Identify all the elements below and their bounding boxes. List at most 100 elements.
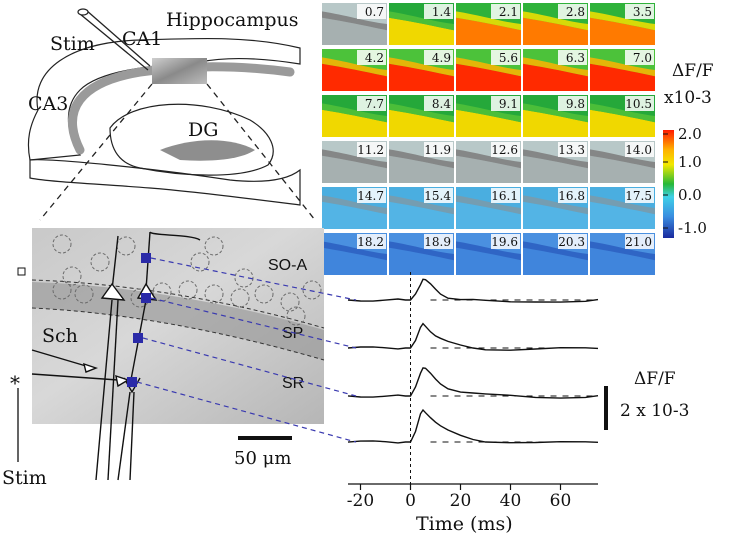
frame-time-label: 11.9 [424,143,451,157]
frame: 10.5 [590,95,655,137]
trace-series-3 [347,367,599,399]
dg-label: DG [188,119,218,141]
roi-marker [133,333,143,343]
frame-time-label: 19.6 [491,235,518,249]
ca-band [68,62,295,155]
tiny-marker [17,267,26,276]
trace-plot [347,272,599,484]
dg-outline [109,103,274,176]
frame: 18.9 [389,233,454,275]
amplitude-scalebar-label-2: 2 x 10-3 [620,401,689,421]
trace-tick-label: 0 [405,491,416,511]
inset-micrograph: Sch * Stim SO-A SP SR 50 μm [2,228,325,489]
cell-soma [230,288,250,308]
frame-time-label: 12.6 [491,143,518,157]
frame: 20.3 [523,233,588,275]
cell-soma [302,280,322,300]
trace-tick-label: -20 [347,491,374,511]
roi-link [150,297,357,349]
trace-x-axis-label: Time (ms) [416,513,513,535]
frame-time-label: 18.2 [357,235,384,249]
frame-time-label: 0.7 [365,5,384,19]
cell-soma [204,236,224,256]
frame: 11.2 [322,141,387,183]
frame-time-label: 9.8 [566,97,585,111]
frame-time-label: 15.4 [424,189,451,203]
frame-time-label: 16.1 [491,189,518,203]
frame-time-label: 11.2 [357,143,384,157]
layer-label-sr: SR [282,375,304,392]
frame: 1.4 [389,3,454,45]
zoom-line-right [206,83,316,221]
asterisk: * [10,371,20,395]
roi-link [142,337,357,397]
roi-marker [141,253,151,263]
frame-time-label: 17.5 [625,189,652,203]
trace-tick-label: 40 [500,491,522,511]
zoom-line-left [39,83,153,221]
frame: 9.1 [456,95,521,137]
layer-label-sp: SP [282,325,303,342]
cell-soma [152,282,172,302]
hippocampus-title: Hippocampus [166,9,299,31]
trace-series-4 [347,408,599,444]
cell-soma [90,252,110,272]
frame: 16.1 [456,187,521,229]
dg-band [160,140,255,161]
roi-marker [141,293,151,303]
hippocampus-schematic: Hippocampus Stim CA1 CA3 DG [27,8,316,221]
layer-label-so-a: SO-A [268,257,307,274]
slice-lower [29,159,301,206]
colorbar-tick-label: 0.0 [678,186,702,204]
frame: 14.0 [590,141,655,183]
amplitude-scalebar-label-1: ΔF/F [634,369,676,389]
cell-soma [52,234,72,254]
frame-time-label: 7.7 [365,97,384,111]
frame: 7.7 [322,95,387,137]
stim-electrode-icon [77,8,151,71]
frame: 0.7 [322,3,387,45]
neuron-left [95,235,126,481]
frame-time-label: 4.9 [432,51,451,65]
colorbar-ticks: 2.0 1.0 0.0 -1.0 [663,125,707,237]
roi-marker [127,377,137,387]
trace-series-1 [347,278,599,303]
frame: 8.4 [389,95,454,137]
scalebar-label: 50 μm [234,448,291,469]
frame: 21.0 [590,233,655,275]
frame: 6.3 [523,49,588,91]
colorbar-label: ΔF/F [672,61,714,81]
ca1-imaging-region [152,58,207,84]
frame: 5.6 [456,49,521,91]
ca3-label: CA3 [28,93,68,115]
frame-time-label: 21.0 [625,235,652,249]
roi-link [150,257,357,301]
cell-soma [204,284,224,304]
frame-time-label: 18.9 [424,235,451,249]
cell-soma [74,284,94,304]
cell-soma [62,266,82,286]
layer-boundary-top [31,279,325,329]
frame-time-label: 1.4 [432,5,451,19]
cell-soma [234,268,254,288]
roi-link [136,381,357,443]
slice-outline [27,37,301,161]
frame: 4.9 [389,49,454,91]
cell-soma [286,306,306,326]
frame: 2.1 [456,3,521,45]
frame: 17.5 [590,187,655,229]
colorbar-unit: x10-3 [664,88,712,108]
colorbar-tick-label: -1.0 [678,219,707,237]
schaffer-collateral [31,349,130,388]
frame: 16.8 [523,187,588,229]
frame: 15.4 [389,187,454,229]
frame: 19.6 [456,233,521,275]
frame-time-label: 8.4 [432,97,451,111]
sch-label: Sch [42,325,78,347]
frame: 12.6 [456,141,521,183]
roi-links [136,257,357,443]
colorbar-tick-label: 2.0 [678,125,702,143]
frame-time-label: 10.5 [625,97,652,111]
frame: 9.8 [523,95,588,137]
